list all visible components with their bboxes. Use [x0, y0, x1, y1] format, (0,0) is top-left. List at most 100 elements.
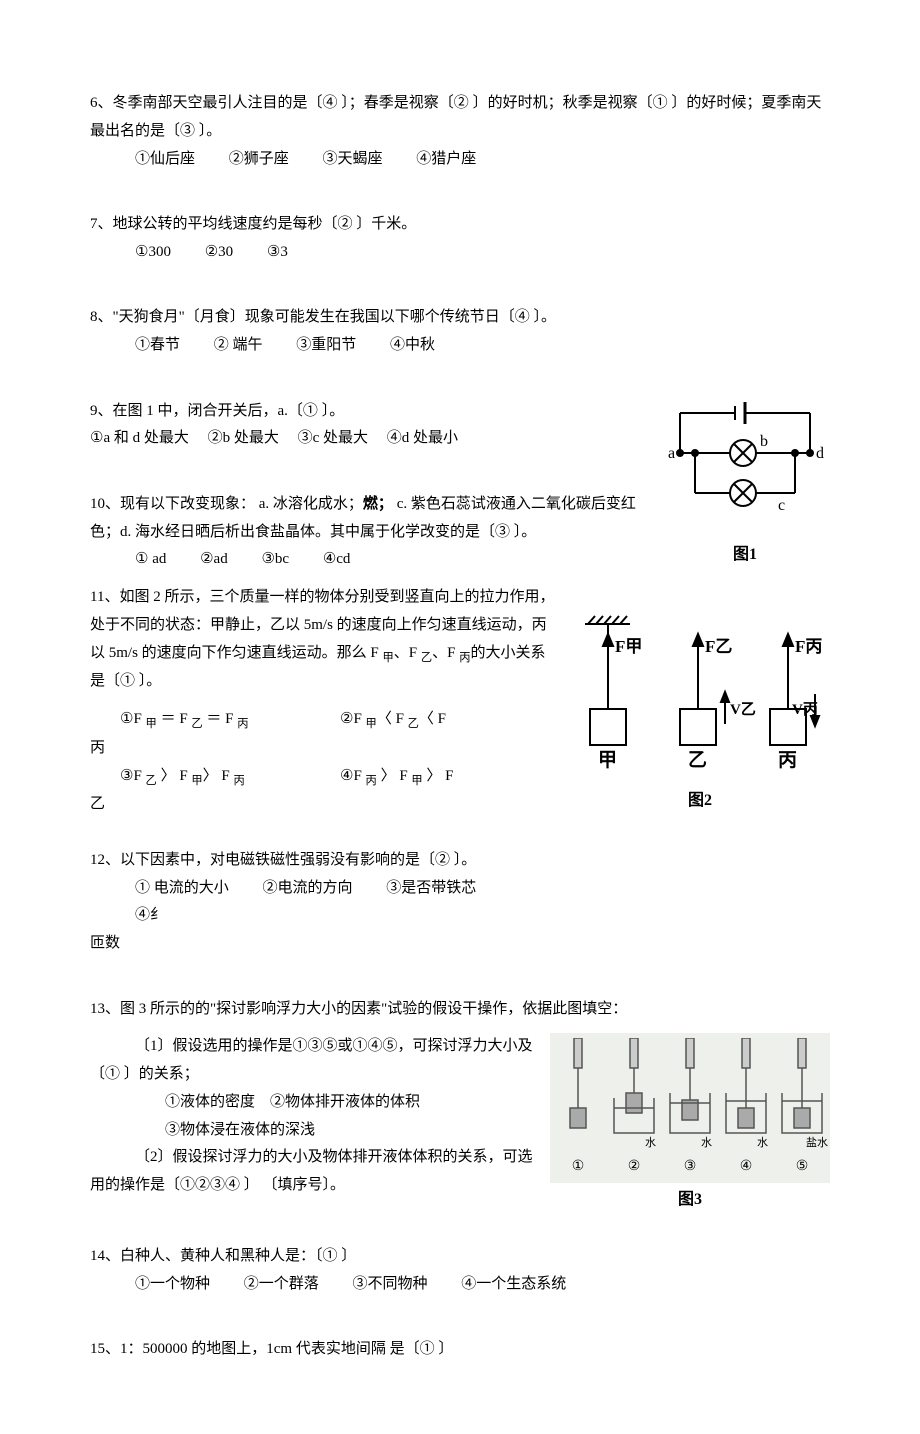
- label-fb: F丙: [795, 637, 822, 656]
- opt: ④cd: [323, 551, 351, 567]
- t: 8、"天狗食月"〔月食〕现象可能发生在我国以下哪个传统节日〔: [90, 309, 515, 325]
- t: 〕。: [195, 123, 221, 139]
- opt: ④一个生态系统: [461, 1276, 566, 1292]
- sub: 甲: [366, 718, 377, 730]
- label-b: b: [760, 433, 768, 450]
- opt: ③天蝎座: [323, 151, 383, 167]
- t: 6、冬季南部天空最引人注目的是〔: [90, 95, 323, 111]
- force-diagram-icon: F甲 F乙 F丙 V乙 V丙 甲 乙 丙: [570, 614, 830, 784]
- sub: 丙: [366, 775, 377, 787]
- ans: ①: [303, 403, 318, 419]
- opt: ③不同物种: [353, 1276, 428, 1292]
- opt4b: 匝数: [90, 930, 560, 958]
- buoyancy-experiment-icon: 水 水 水 盐水 ① ② ③ ④ ⑤: [550, 1033, 830, 1183]
- sub: 乙: [146, 775, 157, 787]
- opt: ①仙后座: [135, 151, 195, 167]
- opt: ③c 处最大: [298, 430, 368, 446]
- q7-text: 7、地球公转的平均线速度约是每秒〔② 〕千米。: [90, 211, 830, 239]
- q10-options: ① ad ②ad ③bc ④cd: [90, 546, 650, 574]
- label-vb: V丙: [792, 701, 818, 718]
- q13-p1: 〔1〕假设选用的操作是①③⑤或①④⑤，可探讨浮力大小及〔① 〕的关系；: [90, 1033, 540, 1089]
- col-text-9-10: 9、在图 1 中，闭合开关后，a.〔① 〕。 ①a 和 d 处最大 ②b 处最大…: [90, 398, 650, 585]
- t: 〕的好时机；秋季是视察〔: [469, 95, 653, 111]
- ans: ①: [420, 1341, 435, 1357]
- t: 、F: [394, 645, 421, 661]
- question-13-intro: 13、图 3 所示的的"探讨影响浮力大小的因素"试验的假设干操作，依据此图填空：: [90, 996, 830, 1024]
- t: ＝ F: [157, 711, 192, 727]
- opt2-cont: 丙: [90, 735, 560, 763]
- t: ①F: [120, 711, 146, 727]
- row-q9-q10-fig1: 9、在图 1 中，闭合开关后，a.〔① 〕。 ①a 和 d 处最大 ②b 处最大…: [90, 398, 830, 585]
- t: 〉 F: [423, 768, 454, 784]
- opt: ② 端午: [214, 337, 263, 353]
- question-9: 9、在图 1 中，闭合开关后，a.〔① 〕。 ①a 和 d 处最大 ②b 处最大…: [90, 398, 650, 454]
- opt: ②电流的方向: [263, 880, 353, 896]
- t: 、F: [432, 645, 459, 661]
- sub: 丙: [459, 652, 470, 664]
- label-bing: 丙: [778, 750, 797, 771]
- ans: ①: [105, 1066, 120, 1082]
- t: 12、以下因素中，对电磁铁磁性强弱没有影响的是〔: [90, 852, 435, 868]
- col-text-13: 〔1〕假设选用的操作是①③⑤或①④⑤，可探讨浮力大小及〔① 〕的关系； ①液体的…: [90, 1033, 540, 1200]
- ans: ②: [338, 216, 353, 232]
- opt: ①液体的密度: [165, 1094, 255, 1110]
- opt: ②30: [205, 244, 233, 260]
- opt: ① ad: [135, 551, 166, 567]
- ans: ①: [653, 95, 668, 111]
- q8-options: ①春节 ② 端午 ③重阳节 ④中秋: [90, 332, 830, 360]
- q13-p2: 〔2〕假设探讨浮力的大小及物体排开液体体积的关系，可选用的操作是〔①②③④ 〕 …: [90, 1144, 540, 1200]
- label-yi: 乙: [688, 750, 707, 771]
- sub: 乙: [421, 652, 432, 664]
- label-fy: F乙: [705, 637, 732, 656]
- sub: 甲: [411, 775, 422, 787]
- opt: ④纟: [135, 907, 165, 923]
- ans: ④: [323, 95, 338, 111]
- sub: 甲: [191, 775, 202, 787]
- label-a: a: [668, 445, 675, 462]
- sub: 乙: [408, 718, 419, 730]
- t: ＝ F: [203, 711, 238, 727]
- ans: ①: [120, 673, 135, 689]
- t: 〕。: [510, 524, 536, 540]
- q14-text: 14、白种人、黄种人和黑种人是：〔① 〕: [90, 1243, 830, 1271]
- opt: ①a 和 d 处最大: [90, 430, 189, 446]
- t: 〕千米。: [353, 216, 417, 232]
- opt: ①春节: [135, 337, 180, 353]
- opt: ③重阳节: [296, 337, 356, 353]
- t: ③F: [120, 768, 146, 784]
- sub: 乙: [191, 718, 202, 730]
- question-10: 10、现有以下改变现象： a. 冰溶化成水；燃； c. 紫色石蕊试液通入二氧化碳…: [90, 491, 650, 574]
- fig3-svg: 水 水 水 盐水: [550, 1038, 830, 1158]
- ans: ①②③④: [180, 1177, 240, 1193]
- lq: 盐水: [806, 1136, 828, 1149]
- q12-options: ① 电流的大小 ②电流的方向 ③是否带铁芯 ④纟: [90, 875, 560, 931]
- t: 7、地球公转的平均线速度约是每秒〔: [90, 216, 338, 232]
- sub: 甲: [146, 718, 157, 730]
- opt: ① 电流的大小: [135, 880, 229, 896]
- col-text-11-12: 11、如图 2 所示，三个质量一样的物体分别受到竖直向上的拉力作用，处于不同的状…: [90, 584, 560, 968]
- t: 〕: [435, 1341, 454, 1357]
- question-11: 11、如图 2 所示，三个质量一样的物体分别受到竖直向上的拉力作用，处于不同的状…: [90, 584, 560, 696]
- t: 〈 F: [419, 711, 446, 727]
- t: 〕。: [135, 673, 161, 689]
- t: ④F: [340, 768, 366, 784]
- opt: ③是否带铁芯: [386, 880, 476, 896]
- opt: ③3: [267, 244, 288, 260]
- ans: ②: [454, 95, 469, 111]
- fig2-caption: 图2: [570, 786, 830, 816]
- row-q13-fig3: 〔1〕假设选用的操作是①③⑤或①④⑤，可探讨浮力大小及〔① 〕的关系； ①液体的…: [90, 1033, 830, 1215]
- ans: ②: [435, 852, 450, 868]
- question-8: 8、"天狗食月"〔月食〕现象可能发生在我国以下哪个传统节日〔④ 〕。 ①春节 ②…: [90, 304, 830, 360]
- opt: ④猎户座: [416, 151, 476, 167]
- q13-opts: ①液体的密度 ②物体排开液体的体积 ③物体浸在液体的深浅: [90, 1089, 540, 1145]
- label-c: c: [778, 497, 785, 514]
- question-6: 6、冬季南部天空最引人注目的是〔④ 〕；春季是视察〔② 〕的好时机；秋季是视察〔…: [90, 90, 830, 173]
- figure-3: 水 水 水 盐水 ① ② ③ ④ ⑤ 图3: [550, 1033, 830, 1215]
- t: 〕。: [530, 309, 556, 325]
- lq: 水: [701, 1136, 712, 1149]
- fig1-caption: 图1: [660, 540, 830, 570]
- circuit-diagram-icon: a b c d: [660, 398, 830, 538]
- question-15: 15、1：500000 的地图上，1cm 代表实地间隔 是〔① 〕: [90, 1336, 830, 1364]
- t: ②F: [340, 711, 366, 727]
- bold: 燃；: [363, 496, 393, 512]
